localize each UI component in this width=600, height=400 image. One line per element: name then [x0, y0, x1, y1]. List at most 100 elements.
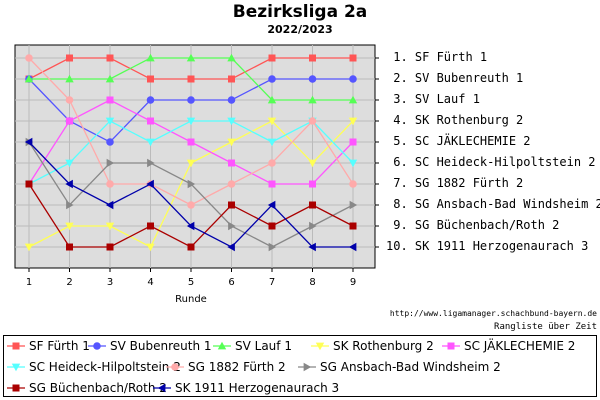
data-point	[186, 221, 195, 231]
data-point	[268, 54, 276, 62]
data-point	[227, 180, 236, 188]
chart-legend: SF Fürth 1 SV Bubenreuth 1 SV Lauf 1 SK Rot…	[3, 335, 597, 397]
series-sf-f-rth-1	[25, 54, 357, 83]
legend-item: SG Ansbach-Bad Windsheim 2	[297, 359, 501, 375]
data-point	[187, 179, 196, 189]
data-point	[105, 74, 115, 83]
series-sg-1882-f-rth-2	[25, 54, 357, 209]
y-tick-label: 3. SV Lauf 1	[386, 92, 480, 106]
data-point	[146, 96, 155, 104]
y-tick-label: 7. SG 1882 Fürth 2	[386, 176, 524, 190]
x-axis-label: Runde	[175, 294, 207, 305]
data-point	[227, 242, 235, 252]
y-tick-label: 9. SG Büchenbach/Roth 2	[386, 218, 560, 232]
legend-marker-icon	[311, 342, 329, 351]
data-point	[66, 243, 73, 251]
source-url[interactable]: http://www.ligamanager.schachbund-bayern…	[389, 309, 597, 318]
chart-title: Bezirksliga 2a	[232, 2, 368, 22]
legend-item: SC Heideck-Hilpoltstein 2	[6, 359, 181, 375]
data-point	[147, 158, 155, 168]
y-tick-label: 5. SC JÄKLECHEMIE 2	[386, 134, 531, 148]
data-point	[349, 180, 357, 188]
legend-item: SF Fürth 1	[6, 338, 90, 354]
data-point	[187, 243, 195, 251]
x-tick-label: 4	[147, 277, 153, 288]
data-point	[309, 54, 316, 62]
data-point	[308, 159, 317, 168]
data-point	[105, 222, 115, 231]
legend-marker-icon	[153, 383, 171, 393]
data-point	[268, 159, 276, 167]
x-tick-label: 6	[228, 277, 234, 288]
legend-item: SC JÄKLECHEMIE 2	[441, 338, 575, 354]
legend-item: SG Büchenbach/Roth 2	[6, 380, 167, 396]
legend-label: SG 1882 Fürth 2	[188, 360, 286, 374]
legend-label: SC JÄKLECHEMIE 2	[464, 339, 576, 353]
legend-marker-icon	[213, 341, 231, 350]
data-point	[106, 180, 114, 188]
data-point	[146, 179, 154, 189]
data-point	[187, 201, 195, 209]
data-point	[228, 75, 235, 83]
x-tick-label: 1	[26, 277, 32, 288]
series-sk-1911-herzogenaurach-3	[24, 137, 357, 252]
legend-marker-icon	[88, 342, 106, 350]
data-point	[24, 137, 33, 147]
data-point	[308, 242, 316, 252]
data-point	[24, 74, 34, 83]
data-point	[25, 54, 33, 62]
data-point	[309, 201, 316, 209]
legend-marker-icon	[7, 342, 25, 350]
series-sk-rothenburg-2	[24, 117, 358, 252]
legend-item: SG 1882 Fürth 2	[165, 359, 286, 375]
data-point	[349, 222, 357, 230]
data-point	[186, 117, 196, 126]
data-point	[349, 138, 357, 146]
data-point	[25, 180, 33, 188]
data-point	[268, 75, 276, 83]
data-point	[227, 138, 236, 147]
series-sv-lauf-1	[24, 53, 358, 104]
x-tick-label: 2	[66, 277, 72, 288]
legend-label: SC Heideck-Hilpoltstein 2	[29, 360, 181, 374]
data-point	[65, 96, 74, 104]
data-point	[186, 53, 196, 62]
series-sg-b-chenbach-roth-2	[25, 180, 357, 251]
data-point	[66, 54, 73, 62]
data-point	[105, 200, 114, 210]
legend-label: SF Fürth 1	[29, 339, 90, 353]
data-point	[146, 53, 155, 62]
y-tick-label: 8. SG Ansbach-Bad Windsheim 2	[386, 197, 600, 211]
data-point	[228, 221, 236, 231]
legend-item: SK 1911 Herzogenaurach 3	[152, 380, 339, 396]
data-point	[146, 243, 155, 252]
data-point	[66, 200, 74, 210]
data-point	[65, 159, 74, 168]
legend-marker-icon	[7, 384, 25, 392]
data-point	[65, 179, 73, 189]
legend-marker-icon	[7, 363, 25, 372]
data-point	[65, 222, 74, 231]
ranking-note: Rangliste über Zeit	[494, 322, 597, 332]
data-point	[267, 138, 277, 147]
y-tick-label: 4. SK Rothenburg 2	[386, 113, 524, 127]
data-point	[187, 138, 195, 146]
legend-label: SG Büchenbach/Roth 2	[29, 381, 167, 395]
data-point	[65, 74, 74, 83]
legend-marker-icon	[166, 363, 184, 371]
series-sc-j-klechemie-2	[25, 96, 357, 188]
legend-label: SG Ansbach-Bad Windsheim 2	[320, 360, 501, 374]
data-point	[308, 117, 317, 125]
legend-item: SK Rothenburg 2	[310, 338, 434, 354]
y-tick-label: 2. SV Bubenreuth 1	[386, 71, 524, 85]
data-point	[349, 75, 357, 83]
y-tick-label: 10. SK 1911 Herzogenaurach 3	[386, 239, 589, 253]
x-tick-label: 5	[188, 277, 194, 288]
y-tick-label: 1. SF Fürth 1	[386, 50, 488, 64]
legend-label: SK 1911 Herzogenaurach 3	[175, 381, 340, 395]
data-point	[227, 117, 236, 126]
x-tick-label: 3	[107, 277, 113, 288]
data-point	[106, 243, 114, 251]
data-point	[348, 242, 357, 252]
legend-marker-icon	[298, 362, 316, 372]
